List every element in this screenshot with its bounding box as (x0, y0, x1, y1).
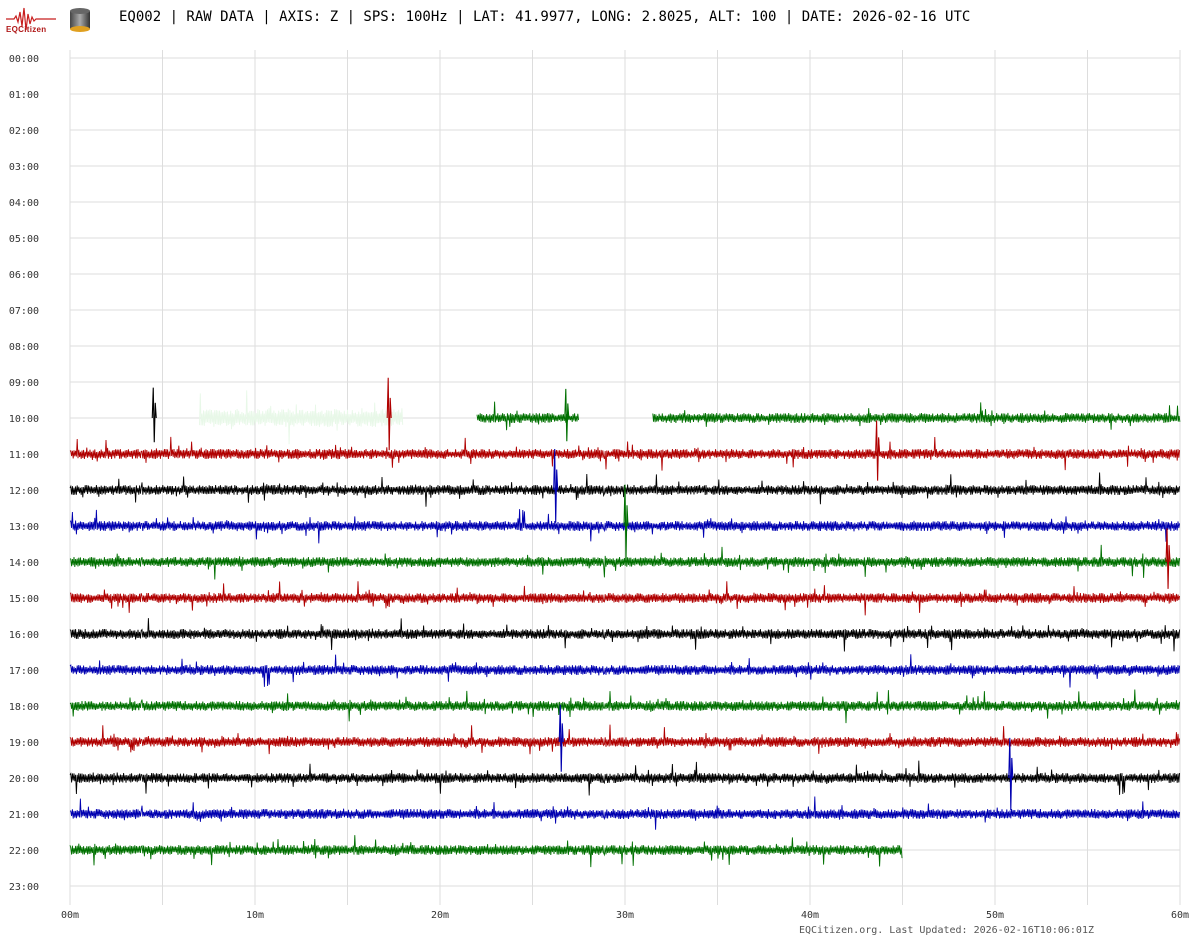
x-tick-label: 10m (246, 910, 264, 921)
spike-1000 (386, 377, 392, 451)
trace-1400 (69, 544, 1181, 580)
trace-1800 (69, 689, 1181, 724)
trace-1300 (69, 509, 1181, 544)
y-tick-label: 22:00 (9, 846, 39, 857)
trace-2000 (69, 760, 1181, 796)
spike-2000 (1008, 737, 1014, 811)
y-tick-label: 23:00 (9, 882, 39, 893)
y-tick-label: 07:00 (9, 306, 39, 317)
y-tick-label: 12:00 (9, 486, 39, 497)
trace-1600 (69, 618, 1181, 652)
eqcitizen-logo (6, 7, 56, 31)
y-tick-label: 17:00 (9, 666, 39, 677)
y-tick-label: 03:00 (9, 162, 39, 173)
x-tick-label: 00m (61, 910, 79, 921)
y-tick-label: 15:00 (9, 594, 39, 605)
x-tick-label: 40m (801, 910, 819, 921)
y-tick-label: 01:00 (9, 90, 39, 101)
y-tick-label: 05:00 (9, 234, 39, 245)
x-tick-label: 60m (1171, 910, 1189, 921)
y-tick-label: 09:00 (9, 378, 39, 389)
y-tick-label: 06:00 (9, 270, 39, 281)
y-tick-label: 04:00 (9, 198, 39, 209)
spike-1200 (553, 449, 559, 523)
y-tick-label: 10:00 (9, 414, 39, 425)
y-tick-label: 08:00 (9, 342, 39, 353)
y-tick-label: 18:00 (9, 702, 39, 713)
y-tick-label: 20:00 (9, 774, 39, 785)
spike-1400 (1165, 528, 1171, 589)
trace-1000 (476, 401, 580, 431)
y-tick-label: 00:00 (9, 54, 39, 65)
spike-1300 (623, 484, 629, 560)
trace-1000 (652, 402, 1181, 430)
y-tick-label: 14:00 (9, 558, 39, 569)
trace-2200 (69, 835, 903, 868)
trace-2100 (69, 796, 1181, 830)
trace-1500 (69, 581, 1181, 616)
trace-1000 (199, 390, 404, 445)
spike-1000 (564, 388, 570, 442)
x-axis-labels: 00m 10m 20m 30m 40m 50m 60m (61, 910, 1189, 921)
x-tick-label: 20m (431, 910, 449, 921)
y-tick-label: 13:00 (9, 522, 39, 533)
traces (69, 377, 1181, 868)
spike-1900 (558, 704, 564, 772)
sensor-icon (70, 8, 90, 32)
trace-1700 (69, 654, 1181, 688)
y-tick-label: 19:00 (9, 738, 39, 749)
y-axis-labels: 00:00 01:00 02:00 03:00 04:00 05:00 06:00 07:00… (9, 54, 39, 893)
x-tick-label: 30m (616, 910, 634, 921)
x-tick-label: 50m (986, 910, 1004, 921)
y-tick-label: 02:00 (9, 126, 39, 137)
footer-updated: EQCitizen.org. Last Updated: 2026-02-16T… (798, 925, 1094, 936)
y-tick-label: 16:00 (9, 630, 39, 641)
y-tick-label: 21:00 (9, 810, 39, 821)
spike-1000 (151, 387, 157, 443)
trace-1900 (69, 724, 1181, 755)
y-tick-label: 11:00 (9, 450, 39, 461)
spike-1100 (875, 420, 881, 481)
logo-text: EQCitizen (6, 25, 47, 34)
page-title: EQ002 | RAW DATA | AXIS: Z | SPS: 100Hz … (119, 9, 971, 25)
trace-1100 (69, 436, 1181, 471)
